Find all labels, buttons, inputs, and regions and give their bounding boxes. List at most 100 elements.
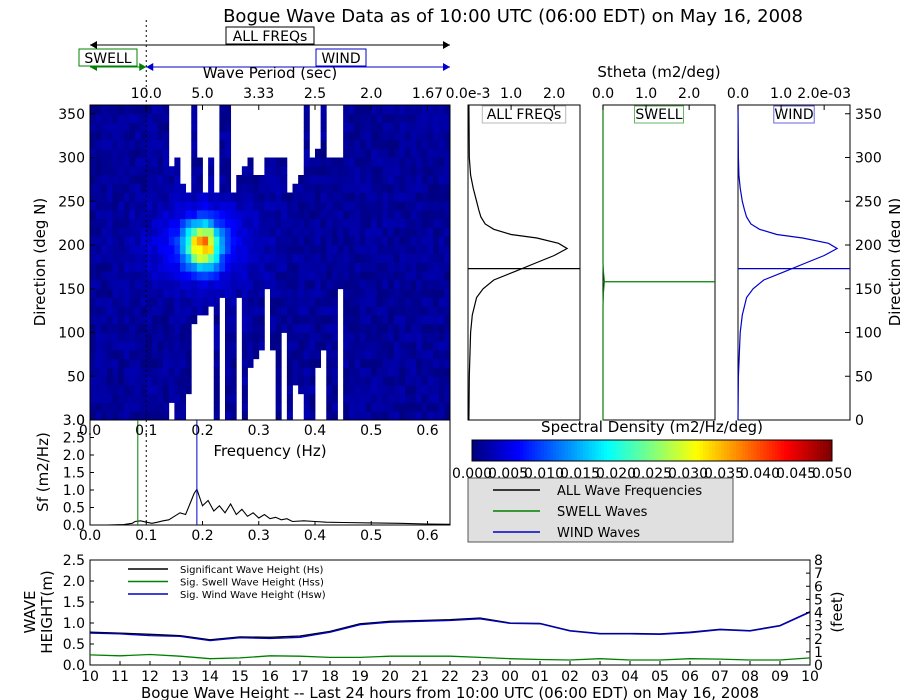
heatmap-cell [146, 332, 153, 342]
heatmap-cell [433, 323, 440, 333]
heatmap-cell [438, 385, 445, 395]
heatmap-cell [438, 192, 445, 202]
heatmap-cell [298, 183, 305, 193]
heatmap-cell [292, 297, 299, 307]
heatmap-cell [180, 210, 187, 220]
heatmap-cell [129, 393, 136, 403]
heatmap-cell [146, 140, 153, 150]
heatmap-cell [236, 262, 243, 272]
colorbar-segment [610, 440, 614, 461]
heatmap-cell [393, 148, 400, 158]
heatmap-cell [151, 253, 158, 263]
heatmap-cell [106, 358, 113, 368]
heatmap-cell [90, 288, 97, 298]
heatmap-cell [416, 131, 423, 141]
heatmap-cell [112, 358, 119, 368]
heatmap-cell [309, 288, 316, 298]
heatmap-cell [388, 113, 395, 123]
heatmap-cell [281, 245, 288, 255]
heatmap-cell [270, 288, 277, 298]
heatmap-cell [191, 157, 198, 167]
heatmap-cell [326, 210, 333, 220]
heatmap-cell [163, 315, 170, 325]
heatmap-cell [146, 376, 153, 386]
heatmap-cell [292, 367, 299, 377]
heatmap-cell [106, 227, 113, 237]
heatmap-cell [343, 218, 350, 228]
heatmap-cell [315, 148, 322, 158]
heatmap-cell [444, 227, 451, 237]
heatmap-cell [410, 245, 417, 255]
heatmap-cell [309, 271, 316, 281]
heatmap-cell [382, 113, 389, 123]
heatmap-cell [410, 280, 417, 290]
heatmap-cell [225, 297, 232, 307]
heatmap-cell [410, 393, 417, 403]
heatmap-cell [129, 140, 136, 150]
heatmap-cell [433, 175, 440, 185]
heatmap-cell [146, 157, 153, 167]
heatmap-cell [123, 306, 130, 316]
heatmap-cell [410, 323, 417, 333]
heatmap-cell [168, 175, 175, 185]
heatmap-cell [348, 350, 355, 360]
heatmap-cell [444, 210, 451, 220]
heatmap-cell [163, 245, 170, 255]
heatmap-cell [354, 393, 361, 403]
heatmap-cell [163, 157, 170, 167]
heatmap-cell [157, 393, 164, 403]
stheta-right-ytick-label: 50 [855, 369, 873, 385]
heatmap-cell [399, 236, 406, 246]
heatmap-cell [253, 227, 260, 237]
colorbar-segment [793, 440, 797, 461]
heatmap-cell [410, 411, 417, 421]
heatmap-cell [106, 245, 113, 255]
heatmap-cell [174, 166, 181, 176]
heatmap-cell [230, 288, 237, 298]
heatmap-cell [213, 210, 220, 220]
heatmap-cell [241, 315, 248, 325]
heatmap-cell [427, 218, 434, 228]
heatmap-cell [118, 332, 125, 342]
heatmap-cell [343, 280, 350, 290]
heatmap-cell [331, 288, 338, 298]
colorbar-segment [538, 440, 542, 461]
heatmap-cell [399, 175, 406, 185]
heatmap-cell [275, 157, 282, 167]
heatmap-cell [90, 175, 97, 185]
heatmap-cell [343, 148, 350, 158]
heatmap-cell [163, 393, 170, 403]
heatmap-cell [225, 315, 232, 325]
heatmap-cell [129, 157, 136, 167]
heatmap-cell [264, 236, 271, 246]
heatmap-cell [388, 297, 395, 307]
heatmap-ytick-label: 150 [58, 282, 85, 298]
heatmap-cell [219, 271, 226, 281]
heatmap-cell [146, 131, 153, 141]
heatmap-cell [410, 385, 417, 395]
heatmap-cell [163, 341, 170, 351]
heatmap-cell [208, 157, 215, 167]
heatmap-cell [298, 341, 305, 351]
heatmap-cell [365, 288, 372, 298]
heatmap-cell [371, 332, 378, 342]
heatmap-cell [230, 253, 237, 263]
wave-height-xtick-label: 22 [441, 669, 459, 685]
colorbar-segment [700, 440, 704, 461]
heatmap-cell [140, 358, 147, 368]
heatmap-cell [90, 262, 97, 272]
heatmap-cell [129, 183, 136, 193]
heatmap-cell [219, 218, 226, 228]
colorbar-segment [625, 440, 629, 461]
heatmap-cell [371, 393, 378, 403]
heatmap-cell [360, 227, 367, 237]
heatmap-cell [343, 262, 350, 272]
heatmap-cell [118, 113, 125, 123]
heatmap-cell [388, 402, 395, 412]
colorbar-segment [811, 440, 815, 461]
heatmap-cell [427, 253, 434, 263]
heatmap-cell [90, 157, 97, 167]
heatmap-cell [388, 157, 395, 167]
heatmap-cell [405, 148, 412, 158]
heatmap-cell [185, 332, 192, 342]
